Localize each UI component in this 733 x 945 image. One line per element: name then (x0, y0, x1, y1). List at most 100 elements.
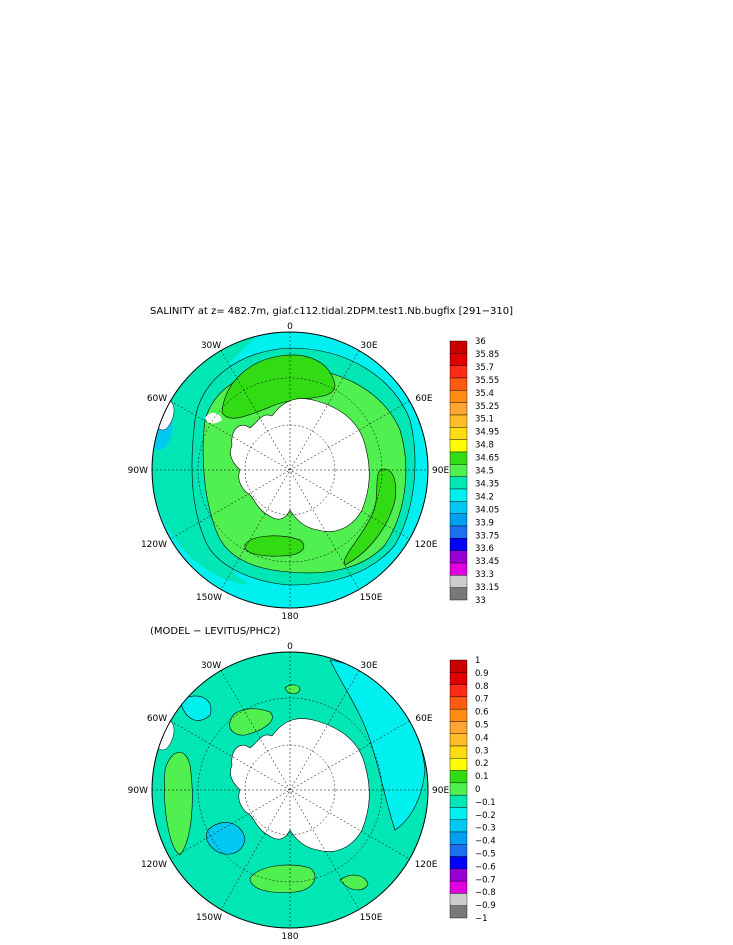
bottom-colorbar-swatch (449, 844, 468, 857)
top-colorbar-label: 35.7 (475, 363, 494, 373)
top-colorbar-label: 33.9 (475, 518, 494, 528)
bottom-lon-150e: 150E (360, 913, 383, 923)
bottom-colorbar-swatch (449, 758, 468, 771)
bottom-colorbar-label: −0.9 (475, 901, 496, 911)
bottom-colorbar-swatch (449, 856, 468, 870)
top-colorbar-swatch (449, 587, 468, 601)
top-colorbar-label: 33.15 (475, 583, 499, 593)
bottom-colorbar-label: −0.8 (475, 888, 496, 898)
top-lon-150e: 150E (360, 593, 383, 603)
top-colorbar-swatch (449, 550, 468, 564)
top-lon-90e: 90E (432, 466, 449, 476)
bottom-colorbar-label: −0.7 (475, 875, 496, 885)
bottom-colorbar-swatch (449, 770, 468, 784)
bottom-colorbar-swatch (449, 659, 468, 673)
bottom-colorbar-swatch (449, 831, 468, 845)
bottom-field-negative-west (179, 695, 212, 721)
top-colorbar-swatch (449, 451, 468, 465)
top-field-high-atlantic (221, 354, 336, 419)
top-lon-0: 0 (287, 322, 293, 332)
top-colorbar-swatch (449, 439, 468, 453)
top-colorbar: 36 35.85 35.7 35.55 35.4 35.25 35.1 34.95 34.8 34… (449, 337, 499, 606)
bottom-field-negative-pacific (206, 822, 246, 855)
bottom-lon-150w: 150W (196, 913, 222, 923)
bottom-colorbar-label: 0.9 (475, 669, 489, 679)
top-colorbar-label: 34.95 (475, 428, 499, 438)
top-colorbar-swatch (449, 538, 468, 551)
bottom-colorbar-swatch (449, 733, 468, 747)
top-colorbar-label: 35.55 (475, 376, 499, 386)
bottom-lon-120e: 120E (415, 860, 438, 870)
top-colorbar-label: 35.85 (475, 350, 499, 360)
top-colorbar-label: 35.4 (475, 389, 494, 399)
bottom-field-positive-pacific (249, 864, 316, 893)
bottom-colorbar-label: 0.1 (475, 772, 489, 782)
top-lon-180: 180 (281, 612, 298, 622)
top-colorbar-swatch (449, 402, 468, 416)
bottom-colorbar-label: 0.3 (475, 746, 489, 756)
bottom-colorbar-label: −0.5 (475, 850, 496, 860)
bottom-colorbar-swatch (449, 782, 468, 796)
bottom-antarctica (230, 718, 370, 852)
top-colorbar-label: 33.45 (475, 557, 499, 567)
top-title: SALINITY at z= 482.7m, giaf.c112.tidal.2… (150, 306, 513, 317)
top-field-high-pacific (244, 535, 305, 557)
top-colorbar-label: 33.3 (475, 570, 494, 580)
top-colorbar-swatch (449, 340, 468, 354)
bottom-colorbar-label: 1 (475, 656, 480, 666)
top-lon-120e: 120E (415, 540, 438, 550)
top-lon-60w: 60W (147, 394, 167, 404)
bottom-colorbar: 1 0.9 0.8 0.7 0.6 0.5 0.4 0.3 0.2 0.1 0 −0.1 −0.2 −0.… (449, 656, 496, 924)
top-colorbar-label: 34.05 (475, 505, 499, 515)
top-colorbar-label: 33 (475, 596, 486, 606)
bottom-meridians (152, 652, 428, 928)
top-colorbar-swatch (449, 464, 468, 477)
top-colorbar-label: 36 (475, 337, 486, 347)
top-colorbar-swatch (449, 562, 468, 576)
top-map-border (151, 331, 429, 609)
bottom-colorbar-swatch (449, 893, 468, 906)
top-lon-30w: 30W (201, 341, 221, 351)
top-colorbar-swatch (449, 513, 468, 527)
bottom-colorbar-swatch (449, 880, 468, 894)
bottom-colorbar-label: −0.3 (475, 824, 496, 834)
bottom-lon-120w: 120W (141, 860, 167, 870)
bottom-field-positive-se (339, 874, 369, 891)
bottom-colorbar-swatch (449, 807, 468, 820)
top-colorbar-swatch (449, 575, 468, 588)
bottom-colorbar-label: 0.7 (475, 695, 489, 705)
top-colorbar-label: 34.35 (475, 479, 499, 489)
bottom-lon-60w: 60W (147, 714, 167, 724)
bottom-colorbar-swatch (449, 868, 468, 882)
top-lon-90w: 90W (128, 466, 148, 476)
bottom-colorbar-label: 0.6 (475, 708, 489, 718)
top-lon-30e: 30E (360, 341, 377, 351)
bottom-lon-180: 180 (281, 932, 298, 942)
bottom-colorbar-label: 0 (475, 785, 480, 795)
bottom-colorbar-swatch (449, 684, 468, 698)
top-colorbar-swatch (449, 476, 468, 490)
bottom-colorbar-label: −0.2 (475, 811, 496, 821)
bottom-lon-30w: 30W (201, 661, 221, 671)
top-lon-60e: 60E (415, 394, 432, 404)
top-colorbar-label: 34.65 (475, 454, 499, 464)
top-colorbar-swatch (449, 365, 468, 379)
top-colorbar-swatch (449, 353, 468, 366)
top-colorbar-swatch (449, 488, 468, 502)
bottom-map-border (151, 651, 429, 929)
bottom-field-positive-atlantic (229, 708, 273, 736)
bottom-colorbar-swatch (449, 905, 468, 919)
top-colorbar-swatch (449, 390, 468, 403)
top-colorbar-label: 34.8 (475, 441, 494, 451)
bottom-colorbar-swatch (449, 696, 468, 710)
top-lon-150w: 150W (196, 593, 222, 603)
bottom-colorbar-label: −0.1 (475, 798, 496, 808)
top-colorbar-label: 33.75 (475, 531, 499, 541)
bottom-panel: (MODEL − LEVITUS/PHC2) (128, 626, 496, 942)
top-panel: SALINITY at z= 482.7m, giaf.c112.tidal.2… (128, 306, 513, 622)
bottom-map: 0 30E 60E 90E 120E 150E 180 150W 120W 90… (128, 642, 450, 942)
bottom-colorbar-swatch (449, 721, 468, 734)
top-colorbar-label: 34.5 (475, 467, 494, 477)
top-field-band-w (152, 334, 260, 585)
bottom-field-positive-west (164, 752, 193, 856)
